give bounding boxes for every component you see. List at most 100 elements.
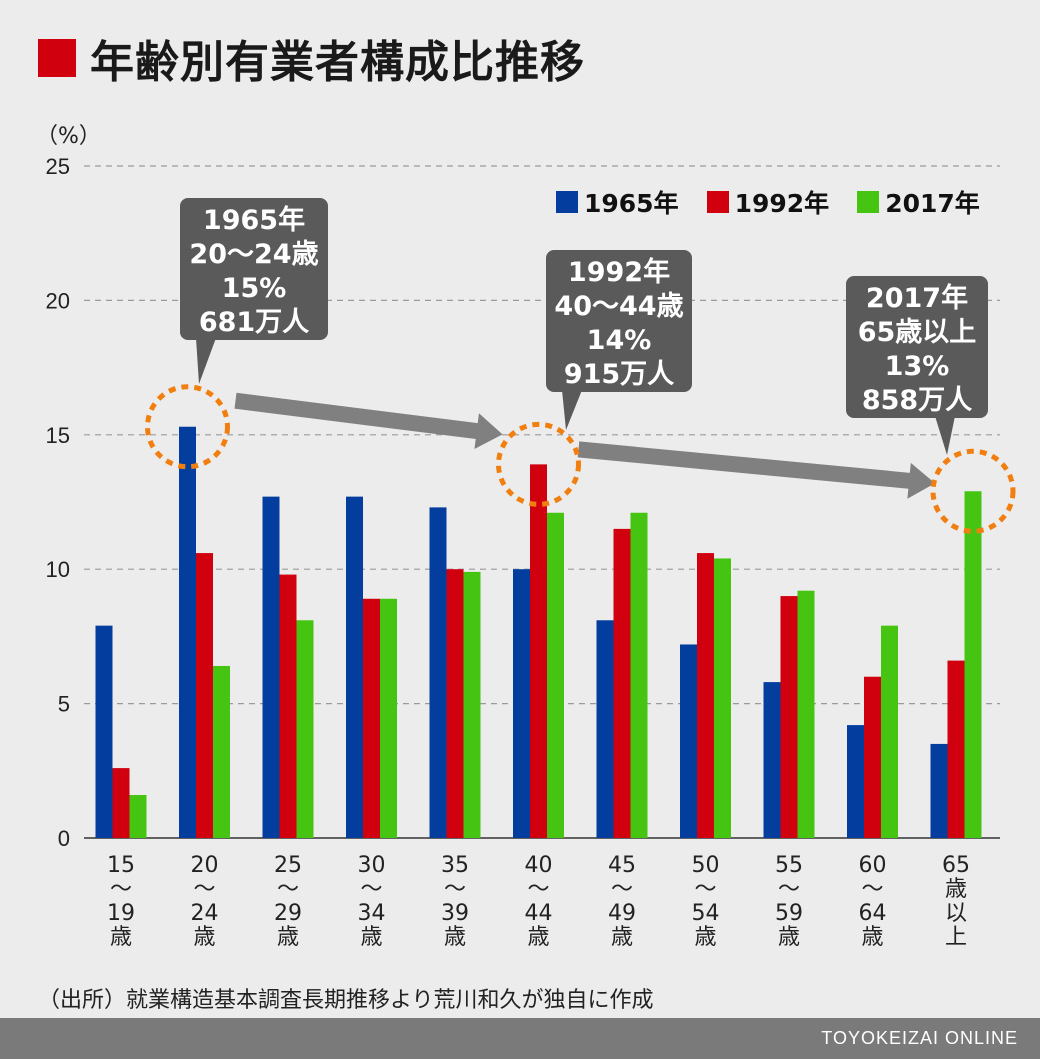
bar (947, 660, 965, 838)
trend-arrow (577, 441, 935, 499)
highlight-circle (145, 384, 230, 470)
callout-1992-line: 1992年 (567, 257, 671, 288)
x-tick-label: 19 (107, 901, 135, 926)
callout-2017-line: 2017年 (865, 283, 969, 314)
legend-swatch-2017 (857, 191, 880, 213)
callout-1965-line: 1965年 (202, 205, 306, 236)
bar (446, 569, 464, 838)
bar (964, 491, 982, 838)
x-tick-label: 39 (441, 901, 469, 926)
x-tick-label: 45 (608, 853, 636, 878)
x-tick-label: 55 (775, 853, 803, 878)
x-tick-label: 40 (525, 853, 553, 878)
trend-arrow (234, 392, 503, 449)
x-tick-label: 60 (859, 853, 887, 878)
x-tick-label: 歳 (861, 925, 883, 950)
x-tick-label: 歳 (527, 925, 549, 950)
bar (346, 496, 363, 838)
y-tick-label: 5 (58, 692, 70, 717)
legend-swatch-1992 (706, 191, 729, 213)
x-tick-label: 20 (191, 853, 219, 878)
bar (196, 553, 213, 838)
x-tick-label: 歳 (360, 925, 382, 950)
source-note: （出所）就業構造基本調査長期推移より荒川和久が独自に作成 (38, 988, 654, 1013)
x-tick-label: 〜 (778, 877, 800, 902)
legend-item-1992: 1992年 (706, 184, 830, 220)
bar (279, 574, 297, 838)
x-tick-label: 54 (692, 901, 720, 926)
callout-1992-line: 915万人 (563, 359, 675, 390)
x-tick-label: 30 (358, 853, 386, 878)
x-tick-label: 歳 (193, 925, 215, 950)
bar (780, 596, 798, 838)
callout-pointer (935, 416, 955, 455)
x-tick-label: 64 (859, 901, 887, 926)
callout-1965-line: 681万人 (198, 307, 310, 338)
y-axis-unit: （%） (36, 124, 101, 149)
bar (630, 512, 648, 838)
callout-1965: 1965年 20〜24歳 15% 681万人 (180, 198, 328, 340)
bar (363, 598, 380, 838)
x-tick-label: 歳 (694, 925, 716, 950)
footer-bar: TOYOKEIZAI ONLINE (0, 1018, 1040, 1059)
x-tick-label: 〜 (110, 877, 132, 902)
x-tick-label: 歳 (277, 925, 299, 950)
x-tick-label: 〜 (527, 877, 549, 902)
x-tick-label: 歳 (444, 925, 466, 950)
legend-item-1965: 1965年 (556, 184, 679, 220)
bar (714, 558, 731, 838)
legend-label-2017: 2017年 (885, 189, 980, 218)
y-tick-label: 10 (46, 557, 70, 582)
footer-brand: TOYOKEIZAI ONLINE (821, 1028, 1018, 1048)
x-tick-label: 34 (358, 901, 386, 926)
callout-1992-line: 40〜44歳 (554, 291, 684, 322)
x-tick-label: 歳 (611, 925, 633, 950)
bar (797, 590, 815, 838)
bar (613, 528, 631, 838)
x-tick-label: 〜 (861, 877, 883, 902)
legend-label-1992: 1992年 (734, 189, 830, 218)
legend: 1965年 1992年 2017年 (556, 184, 980, 220)
bar (697, 553, 714, 838)
x-tick-label: 44 (525, 901, 553, 926)
bar (881, 625, 898, 838)
x-tick-label: 59 (775, 901, 803, 926)
bar (530, 464, 547, 838)
x-tick-label: 29 (274, 901, 302, 926)
bar (179, 426, 196, 838)
bar (463, 571, 481, 838)
bar (513, 569, 530, 838)
chart-title: 年齢別有業者構成比推移 (90, 37, 585, 88)
title-square-icon (38, 39, 76, 77)
y-tick-label: 20 (46, 288, 70, 313)
y-tick-label: 0 (58, 826, 70, 851)
bar (930, 743, 948, 838)
callout-1992-line: 14% (586, 325, 652, 356)
callout-2017-line: 13% (884, 351, 950, 382)
bar (596, 620, 614, 838)
callout-1965-line: 20〜24歳 (189, 239, 319, 270)
callout-pointer (196, 338, 216, 384)
y-tick-label: 15 (46, 423, 70, 448)
x-tick-label: 15 (107, 853, 135, 878)
x-tick-label: 49 (608, 901, 636, 926)
bar (763, 682, 781, 838)
bar-chart: 051015202515〜19歳20〜24歳25〜29歳30〜34歳35〜39歳… (46, 154, 1016, 950)
x-tick-label: 歳 (110, 925, 132, 950)
x-tick-label: 歳 (945, 877, 967, 902)
bar (864, 676, 881, 838)
bar (129, 794, 147, 838)
x-tick-label: 〜 (694, 877, 716, 902)
x-tick-label: 35 (441, 853, 469, 878)
x-tick-label: 〜 (611, 877, 633, 902)
callout-2017-line: 858万人 (861, 385, 973, 416)
bar (429, 507, 447, 838)
legend-swatch-1965 (556, 191, 578, 213)
callout-1965-line: 15% (221, 273, 287, 304)
bar (847, 725, 864, 838)
x-tick-label: 〜 (360, 877, 382, 902)
x-tick-label: 〜 (444, 877, 466, 902)
highlight-circle (930, 448, 1016, 534)
legend-label-1965: 1965年 (584, 189, 679, 218)
legend-item-2017: 2017年 (857, 184, 980, 220)
